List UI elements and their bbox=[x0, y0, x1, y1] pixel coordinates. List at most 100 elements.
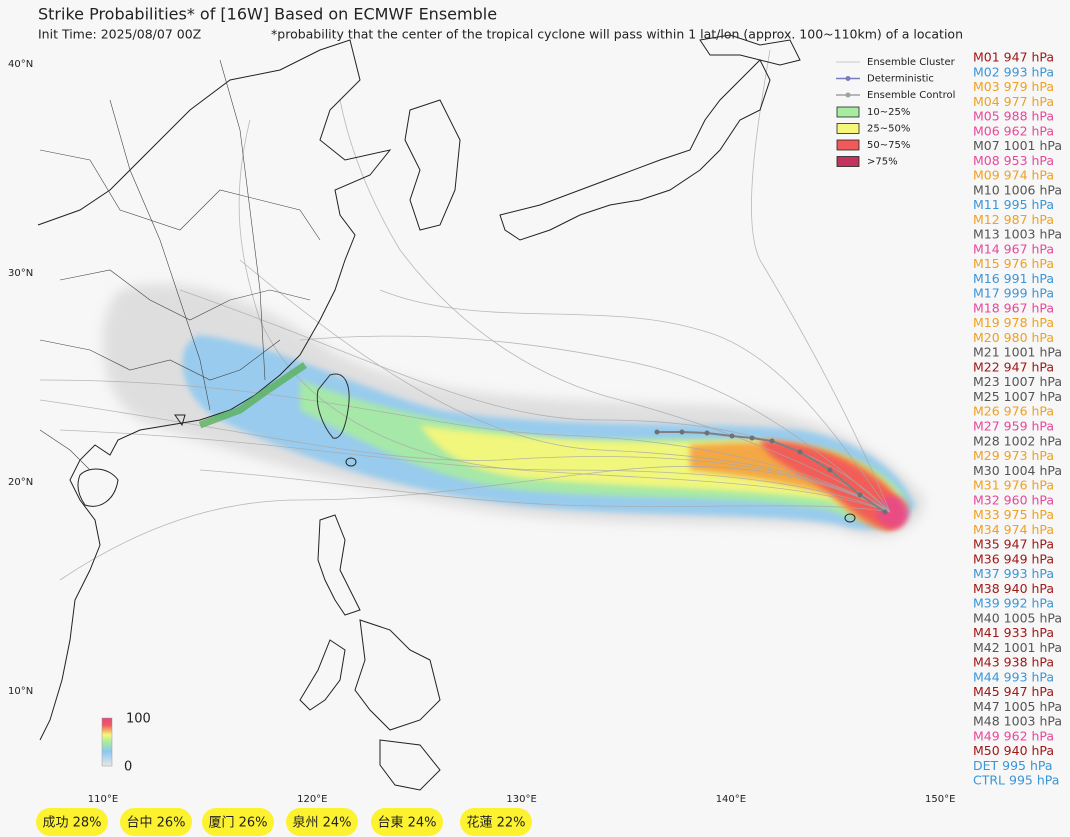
location-badge bbox=[36, 808, 108, 836]
legend-label: Deterministic bbox=[867, 74, 934, 85]
footnote: *probability that the center of the trop… bbox=[271, 27, 963, 42]
member-label: M09 974 hPa bbox=[973, 168, 1054, 183]
legend-label: 10~25% bbox=[867, 107, 910, 118]
lat-tick-label: 10°N bbox=[8, 686, 33, 697]
member-label: M44 993 hPa bbox=[973, 669, 1054, 684]
member-label: M38 940 hPa bbox=[973, 581, 1054, 596]
map: 40°N 30°N 20°N 10°N 110°E 120°E 130°E 140°E 150°… bbox=[8, 34, 955, 805]
member-label: M48 1003 hPa bbox=[973, 714, 1062, 729]
member-label: M27 959 hPa bbox=[973, 419, 1054, 434]
member-label: M41 933 hPa bbox=[973, 625, 1054, 640]
lon-tick-label: 130°E bbox=[506, 794, 536, 805]
location-label: 泉州 24% bbox=[292, 815, 351, 831]
legend-swatch bbox=[836, 106, 860, 118]
lat-tick-label: 30°N bbox=[8, 268, 33, 279]
member-label: M21 1001 hPa bbox=[973, 345, 1062, 360]
legend-label: Ensemble Cluster bbox=[867, 57, 956, 68]
member-label: M39 992 hPa bbox=[973, 596, 1054, 611]
location-label: 台中 26% bbox=[126, 816, 185, 831]
member-label: M29 973 hPa bbox=[973, 448, 1054, 463]
location-label: 厦门 26% bbox=[208, 816, 267, 831]
map-ticks: 40°N 30°N 20°N 10°N 110°E 120°E 130°E 140°E 150°… bbox=[8, 59, 955, 805]
init-time: Init Time: 2025/08/07 00Z bbox=[38, 27, 201, 42]
location-badge bbox=[286, 808, 358, 836]
title: Strike Probabilities* of [16W] Based on … bbox=[38, 5, 497, 24]
member-label: M19 978 hPa bbox=[973, 315, 1054, 330]
member-label: M10 1006 hPa bbox=[973, 182, 1062, 197]
member-label: M47 1005 hPa bbox=[973, 699, 1062, 714]
legend-marker bbox=[845, 76, 851, 81]
location-label: 台東 24% bbox=[377, 815, 436, 831]
lon-tick-label: 110°E bbox=[88, 794, 118, 805]
member-label: M03 979 hPa bbox=[973, 79, 1054, 94]
member-label: DET 995 hPa bbox=[973, 758, 1053, 773]
legend-swatch bbox=[836, 156, 860, 167]
member-label: M12 987 hPa bbox=[973, 212, 1054, 227]
lon-tick-label: 140°E bbox=[716, 794, 746, 805]
member-label: M31 976 hPa bbox=[973, 478, 1054, 493]
member-label: M30 1004 hPa bbox=[973, 463, 1062, 478]
member-label: M33 975 hPa bbox=[973, 507, 1054, 522]
member-label: CTRL 995 hPa bbox=[973, 773, 1059, 788]
colorbar-min: 0 bbox=[124, 760, 132, 775]
member-label: M50 940 hPa bbox=[973, 743, 1054, 758]
ensemble-tracks bbox=[39, 49, 891, 581]
member-label: M07 1001 hPa bbox=[973, 138, 1062, 153]
member-label: M01 947 hPa bbox=[973, 50, 1054, 65]
member-label: M35 947 hPa bbox=[973, 537, 1054, 552]
member-label: M22 947 hPa bbox=[973, 359, 1054, 374]
member-label: M04 977 hPa bbox=[973, 94, 1054, 109]
legend-label: >75% bbox=[867, 157, 898, 168]
member-label: M37 993 hPa bbox=[973, 566, 1054, 581]
member-label: M49 962 hPa bbox=[973, 728, 1054, 743]
member-label: M15 976 hPa bbox=[973, 256, 1054, 271]
member-label: M18 967 hPa bbox=[973, 300, 1054, 315]
location-label: 花蓮 22% bbox=[466, 815, 525, 831]
member-label: M36 949 hPa bbox=[973, 551, 1054, 566]
location-label: 成功 28% bbox=[42, 816, 101, 831]
member-label: M16 991 hPa bbox=[973, 271, 1054, 286]
member-label: M32 960 hPa bbox=[973, 492, 1054, 507]
location-badge bbox=[120, 808, 192, 836]
member-label: M17 999 hPa bbox=[973, 286, 1054, 301]
borders bbox=[39, 59, 321, 471]
member-label: M11 995 hPa bbox=[973, 197, 1054, 212]
location-badge bbox=[460, 808, 532, 836]
legend-label: 25~50% bbox=[867, 124, 910, 135]
legend-label: Ensemble Control bbox=[867, 90, 955, 101]
lat-tick-label: 20°N bbox=[8, 477, 33, 488]
coastlines bbox=[37, 34, 856, 791]
colorbar: 100 0 bbox=[101, 712, 151, 775]
member-label: M06 962 hPa bbox=[973, 123, 1054, 138]
member-label: M20 980 hPa bbox=[973, 330, 1054, 345]
member-label: M05 988 hPa bbox=[973, 109, 1054, 124]
legend-label: 50~75% bbox=[867, 140, 910, 151]
member-label: M23 1007 hPa bbox=[973, 374, 1062, 389]
member-label: M45 947 hPa bbox=[973, 684, 1054, 699]
location-badge bbox=[371, 808, 443, 836]
deterministic-track bbox=[654, 429, 888, 515]
legend-swatch bbox=[836, 123, 860, 134]
member-label: M43 938 hPa bbox=[973, 655, 1054, 670]
legend-marker bbox=[845, 92, 851, 98]
location-list: 成功 28% 台中 26% 厦门 26% 泉州 24% 台東 24% 花蓮 22% bbox=[36, 808, 532, 836]
location-badge bbox=[202, 808, 274, 836]
legend-swatch bbox=[836, 139, 860, 151]
legend: Ensemble Cluster Deterministic Ensemble Co… bbox=[836, 57, 956, 168]
member-label: M02 993 hPa bbox=[973, 64, 1054, 79]
member-label: M42 1001 hPa bbox=[973, 640, 1062, 655]
member-label: M26 976 hPa bbox=[973, 404, 1054, 419]
member-label: M14 967 hPa bbox=[973, 241, 1054, 256]
member-label: M40 1005 hPa bbox=[973, 610, 1062, 625]
colorbar-max: 100 bbox=[126, 712, 151, 727]
member-label: M34 974 hPa bbox=[973, 522, 1054, 537]
member-label: M08 953 hPa bbox=[973, 153, 1054, 168]
lat-tick-label: 40°N bbox=[8, 59, 33, 70]
member-label: M28 1002 hPa bbox=[973, 433, 1062, 448]
lon-tick-label: 150°E bbox=[925, 794, 955, 805]
member-label: M13 1003 hPa bbox=[973, 227, 1062, 242]
member-label: M25 1007 hPa bbox=[973, 389, 1062, 404]
lon-tick-label: 120°E bbox=[297, 794, 327, 805]
